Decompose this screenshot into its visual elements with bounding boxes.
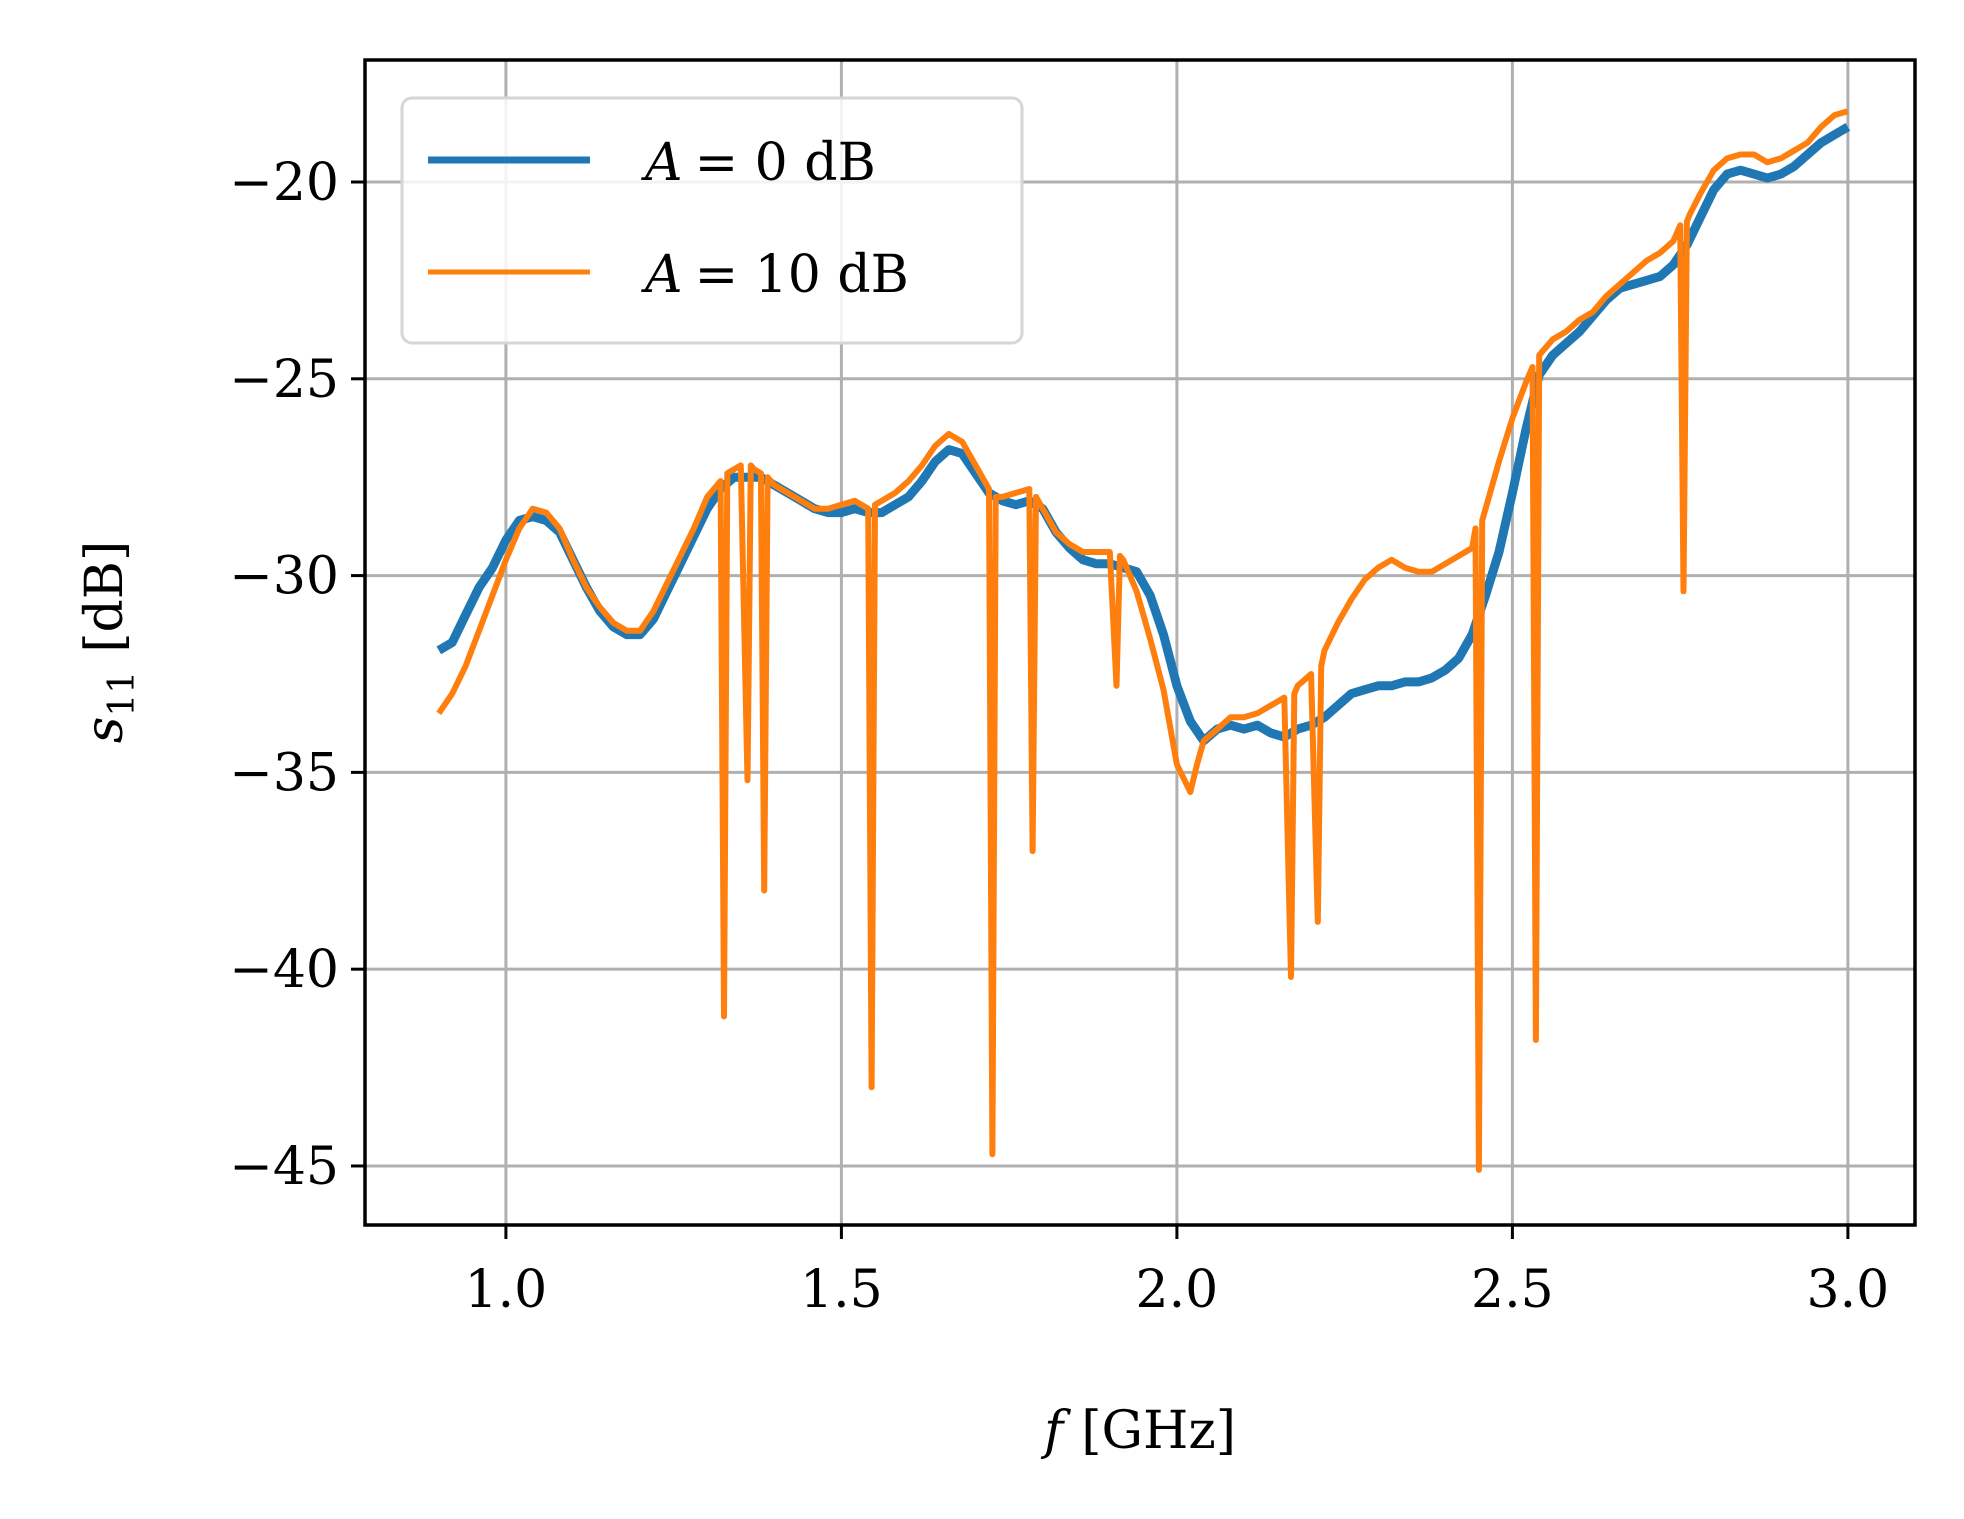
- ticks: 1.0 1.5 2.0 2.5 3.0 −20 −25 −30 −35 −40 −45: [229, 153, 1889, 1320]
- x-tick-label: 3.0: [1807, 1260, 1890, 1320]
- x-tick-label: 1.5: [800, 1260, 883, 1320]
- series-line-a0: [436, 123, 1851, 746]
- plot-frame: [363, 58, 1917, 1227]
- y-tick-label: −25: [229, 350, 339, 410]
- x-tick-label: 2.0: [1136, 1260, 1219, 1320]
- y-tick-label: −20: [229, 153, 339, 213]
- y-tick-label: −35: [229, 743, 339, 803]
- y-tick-label: −45: [229, 1137, 339, 1197]
- x-tick-label: 1.0: [465, 1260, 548, 1320]
- y-tick-label: −40: [229, 940, 339, 1000]
- series-layer: [436, 108, 1851, 1173]
- legend: A = 0 dB A = 10 dB: [400, 96, 1024, 345]
- series-line-a10: [436, 108, 1849, 1173]
- legend-label-a10: A = 10 dB: [641, 245, 909, 305]
- legend-label-a0: A = 0 dB: [641, 133, 876, 193]
- y-axis-label: s11[dB]: [75, 541, 143, 744]
- grid: [365, 60, 1915, 1225]
- x-tick-label: 2.5: [1471, 1260, 1554, 1320]
- y-tick-label: −30: [229, 547, 339, 607]
